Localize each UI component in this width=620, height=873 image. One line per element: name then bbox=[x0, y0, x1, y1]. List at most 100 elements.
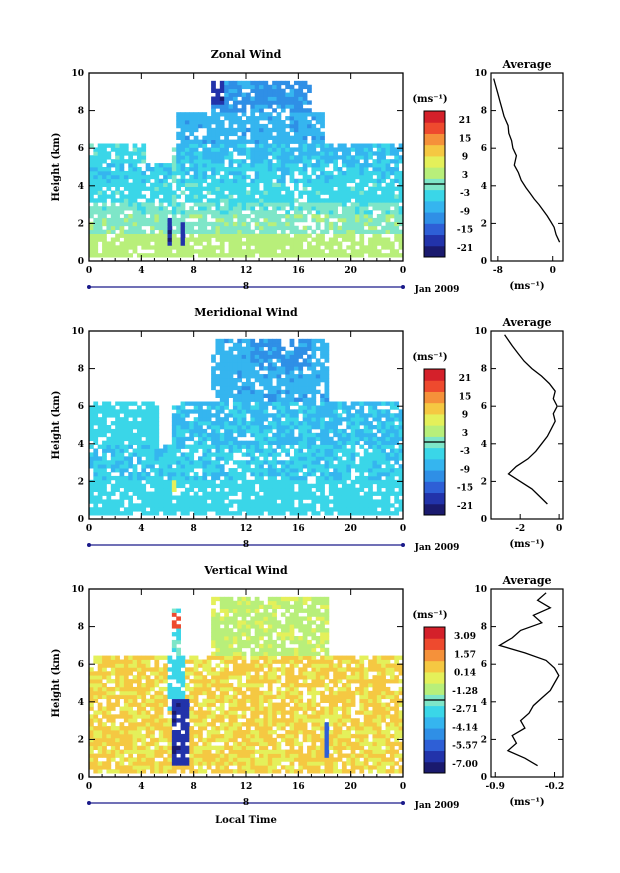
heatmap-cell bbox=[198, 503, 203, 508]
heatmap-cell bbox=[246, 737, 251, 743]
heatmap-cell bbox=[250, 139, 256, 144]
heatmap-cell bbox=[145, 198, 151, 203]
colorbar-swatch bbox=[424, 447, 445, 460]
heatmap-cell bbox=[237, 249, 243, 254]
heatmap-cell bbox=[97, 475, 103, 481]
heatmap-cell bbox=[215, 123, 221, 129]
heatmap-cell bbox=[385, 413, 391, 418]
heatmap-cell bbox=[324, 159, 330, 164]
heatmap-cell bbox=[232, 147, 238, 152]
heatmap-cell bbox=[333, 253, 338, 258]
heatmap-cell bbox=[359, 249, 365, 254]
heatmap-cell bbox=[132, 214, 138, 219]
heatmap-cell bbox=[206, 127, 212, 133]
heatmap-cell bbox=[246, 202, 251, 207]
heatmap-cell bbox=[141, 472, 147, 477]
heatmap-cell bbox=[350, 436, 356, 442]
heatmap-cell bbox=[119, 167, 125, 172]
heatmap-cell bbox=[276, 338, 282, 344]
heatmap-cell bbox=[276, 405, 282, 410]
heatmap-cell bbox=[241, 206, 247, 211]
heatmap-cell bbox=[381, 237, 386, 242]
heatmap-cell bbox=[115, 233, 120, 238]
heatmap-cell bbox=[163, 233, 168, 238]
heatmap-cells bbox=[89, 338, 404, 516]
heatmap-cell bbox=[228, 210, 234, 215]
heatmap-cell bbox=[171, 460, 177, 465]
heatmap-cell bbox=[237, 237, 243, 242]
heatmap-cell bbox=[93, 472, 99, 477]
heatmap-cell bbox=[324, 221, 330, 227]
heatmap-cell bbox=[311, 448, 317, 453]
heatmap-cell bbox=[307, 452, 312, 457]
heatmap-cell bbox=[193, 460, 199, 465]
heatmap-cell bbox=[237, 444, 243, 449]
heatmap-cell bbox=[180, 178, 186, 184]
heatmap-cell bbox=[368, 495, 373, 500]
heatmap-cell bbox=[328, 421, 334, 426]
heatmap-cell bbox=[385, 479, 391, 485]
heatmap-cell bbox=[346, 483, 352, 489]
heatmap-cell bbox=[119, 472, 125, 477]
heatmap-cell bbox=[328, 448, 334, 453]
heatmap-cell bbox=[381, 229, 386, 234]
heatmap-cell bbox=[350, 206, 356, 211]
heatmap-cell bbox=[97, 405, 103, 410]
heatmap-cell bbox=[246, 479, 251, 485]
heatmap-cell bbox=[89, 167, 94, 172]
heatmap-cell bbox=[241, 350, 247, 355]
heatmap-cell bbox=[115, 479, 120, 485]
heatmap-cell bbox=[272, 765, 277, 770]
heatmap-cell bbox=[219, 389, 225, 395]
heatmap-cell bbox=[315, 206, 321, 211]
heatmap-cell bbox=[128, 745, 134, 750]
date-tick-label: 8 bbox=[243, 282, 249, 292]
heatmap-cell bbox=[102, 475, 107, 481]
heatmap-cell bbox=[89, 143, 94, 148]
heatmap-cell bbox=[293, 182, 299, 187]
heatmap-cell bbox=[241, 393, 247, 398]
colorbar-swatch bbox=[424, 402, 445, 415]
heatmap-cell bbox=[193, 167, 199, 172]
heatmap-cell bbox=[289, 225, 295, 231]
heatmap-cell bbox=[368, 174, 373, 180]
heatmap-cell bbox=[215, 233, 221, 238]
heatmap-cell bbox=[289, 483, 295, 489]
heatmap-cell bbox=[341, 217, 347, 223]
heatmap-cell bbox=[311, 374, 317, 379]
heatmap-cell bbox=[102, 214, 107, 219]
heatmap-cell bbox=[285, 370, 291, 375]
heatmap-cell bbox=[110, 503, 116, 508]
heatmap-cell bbox=[302, 186, 308, 191]
heatmap-cell bbox=[259, 170, 264, 176]
heatmap-cell bbox=[250, 155, 256, 160]
heatmap-cell bbox=[307, 198, 312, 203]
heatmap-cell bbox=[232, 483, 238, 489]
heatmap-cell bbox=[228, 413, 234, 418]
heatmap-cell bbox=[141, 460, 147, 465]
heatmap-cell bbox=[224, 436, 229, 442]
heatmap-cell bbox=[202, 225, 208, 231]
heatmap-cell bbox=[215, 170, 221, 176]
heatmap-cell bbox=[267, 370, 273, 375]
heatmap-cell bbox=[132, 151, 138, 156]
heatmap-cell bbox=[202, 194, 208, 199]
heatmap-cell bbox=[224, 358, 229, 363]
heatmap-cell bbox=[211, 452, 216, 457]
heatmap-cell bbox=[128, 214, 134, 219]
heatmap-cell bbox=[167, 753, 173, 758]
heatmap-cell bbox=[355, 159, 360, 164]
heatmap-cell bbox=[232, 499, 238, 504]
heatmap-cell bbox=[250, 769, 256, 774]
heatmap-cell bbox=[372, 190, 378, 195]
heatmap-cell bbox=[141, 210, 147, 215]
heatmap-cell bbox=[337, 417, 343, 422]
heatmap-cell bbox=[198, 210, 203, 215]
heatmap-cell bbox=[254, 163, 260, 168]
heatmap-cell bbox=[167, 202, 173, 207]
heatmap-cell bbox=[141, 170, 147, 176]
heatmap-cell bbox=[171, 155, 177, 160]
heatmap-cell bbox=[398, 479, 404, 485]
heatmap-cell bbox=[241, 108, 247, 113]
heatmap-cell bbox=[228, 229, 234, 234]
